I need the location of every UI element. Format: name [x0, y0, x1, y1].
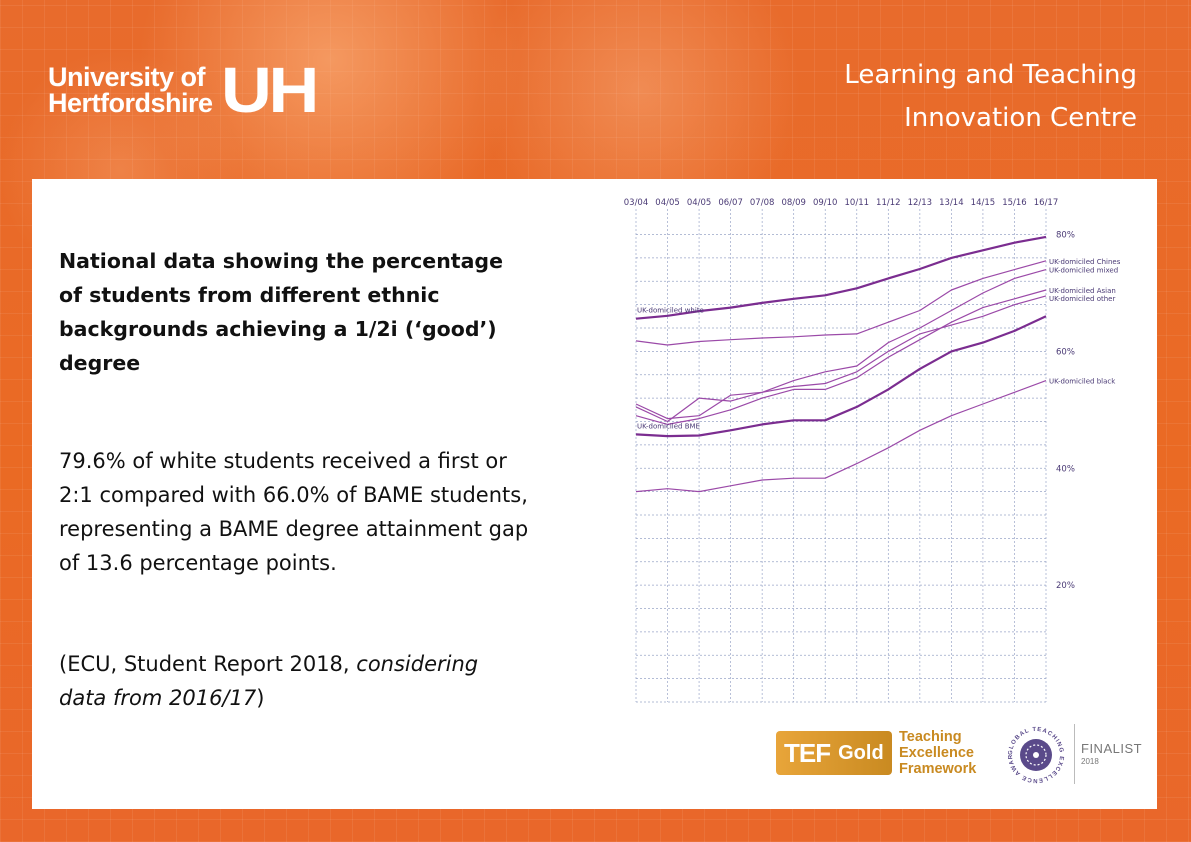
x-tick-label: 04/05 — [687, 198, 712, 208]
series-line — [635, 295, 1047, 420]
series-line — [635, 380, 1047, 493]
centre-title-line2: Innovation Centre — [904, 103, 1137, 133]
tef-line1: Teaching — [899, 729, 962, 745]
y-tick-label: 20% — [1056, 581, 1075, 591]
citation-suffix: ) — [256, 686, 265, 710]
y-tick-label: 40% — [1056, 464, 1075, 474]
source-citation: (ECU, Student Report 2018, considering d… — [59, 647, 529, 715]
x-tick-label: 15/16 — [1002, 198, 1027, 208]
university-name-line2: Hertfordshire — [48, 88, 213, 118]
badge-divider — [1074, 724, 1075, 784]
series-label: UK-domiciled other — [1049, 295, 1115, 303]
citation-italic: considering data from 2016/17 — [59, 652, 479, 710]
series-line — [635, 289, 1047, 425]
attainment-gap-paragraph: 79.6% of white students received a first… — [59, 449, 529, 575]
series-line — [635, 235, 1047, 320]
centre-title: Learning and Teaching Innovation Centre — [844, 54, 1137, 140]
university-name: University of Hertfordshire — [48, 62, 213, 118]
tef-line2: Excellence — [899, 745, 974, 761]
series-line — [635, 269, 1047, 423]
tef-line3: Framework — [899, 761, 977, 777]
x-tick-label: 16/17 — [1034, 198, 1059, 208]
x-tick-label: 14/15 — [971, 198, 996, 208]
tef-gold-badge: TEF Gold — [776, 731, 892, 775]
tef-level: Gold — [838, 741, 884, 764]
series-label: UK-domiciled Chinese — [1049, 258, 1120, 266]
ethnicity-attainment-line-chart: 03/04 04/05 04/05 06/07 07/08 08/09 09/10 10/11… — [624, 198, 1120, 703]
citation-prefix: (ECU, Student Report 2018, — [59, 652, 357, 676]
x-tick-label: 08/09 — [781, 198, 806, 208]
x-tick-label: 06/07 — [718, 198, 743, 208]
series-label: UK-domiciled black — [1049, 378, 1116, 386]
x-tick-label: 11/12 — [876, 198, 901, 208]
series-label: UK-domiciled BME — [637, 422, 700, 430]
x-tick-label: 10/11 — [845, 198, 870, 208]
series-label: UK-domiciled white — [637, 307, 704, 315]
x-tick-label: 03/04 — [624, 198, 649, 208]
x-tick-label: 04/05 — [655, 198, 680, 208]
series-label: UK-domiciled mixed — [1049, 267, 1118, 275]
series-line — [635, 260, 1047, 346]
university-name-line1: University of — [48, 62, 206, 92]
gte-year: 2018 — [1081, 757, 1099, 766]
x-tick-label: 07/08 — [750, 198, 775, 208]
y-tick-label: 60% — [1056, 347, 1075, 357]
x-tick-label: 13/14 — [939, 198, 964, 208]
global-teaching-excellence-award-logo: GLOBAL TEACHING EXCELLENCE AWARD — [1005, 724, 1063, 783]
tef-abbr: TEF — [784, 737, 831, 768]
y-tick-label: 80% — [1056, 231, 1075, 241]
tef-framework-text: Teaching Excellence Framework — [899, 729, 976, 777]
x-tick-label: 12/13 — [908, 198, 933, 208]
centre-title-line1: Learning and Teaching — [844, 60, 1137, 90]
slide-heading: National data showing the percentage of … — [59, 249, 504, 375]
gte-finalist: FINALIST — [1081, 741, 1143, 756]
uh-mark: UH — [220, 54, 319, 126]
series-label: UK-domiciled Asian — [1049, 287, 1116, 295]
university-logo: University of Hertfordshire UH — [48, 58, 319, 122]
content-panel — [32, 179, 1157, 809]
series-line — [635, 315, 1047, 438]
x-tick-label: 09/10 — [813, 198, 838, 208]
